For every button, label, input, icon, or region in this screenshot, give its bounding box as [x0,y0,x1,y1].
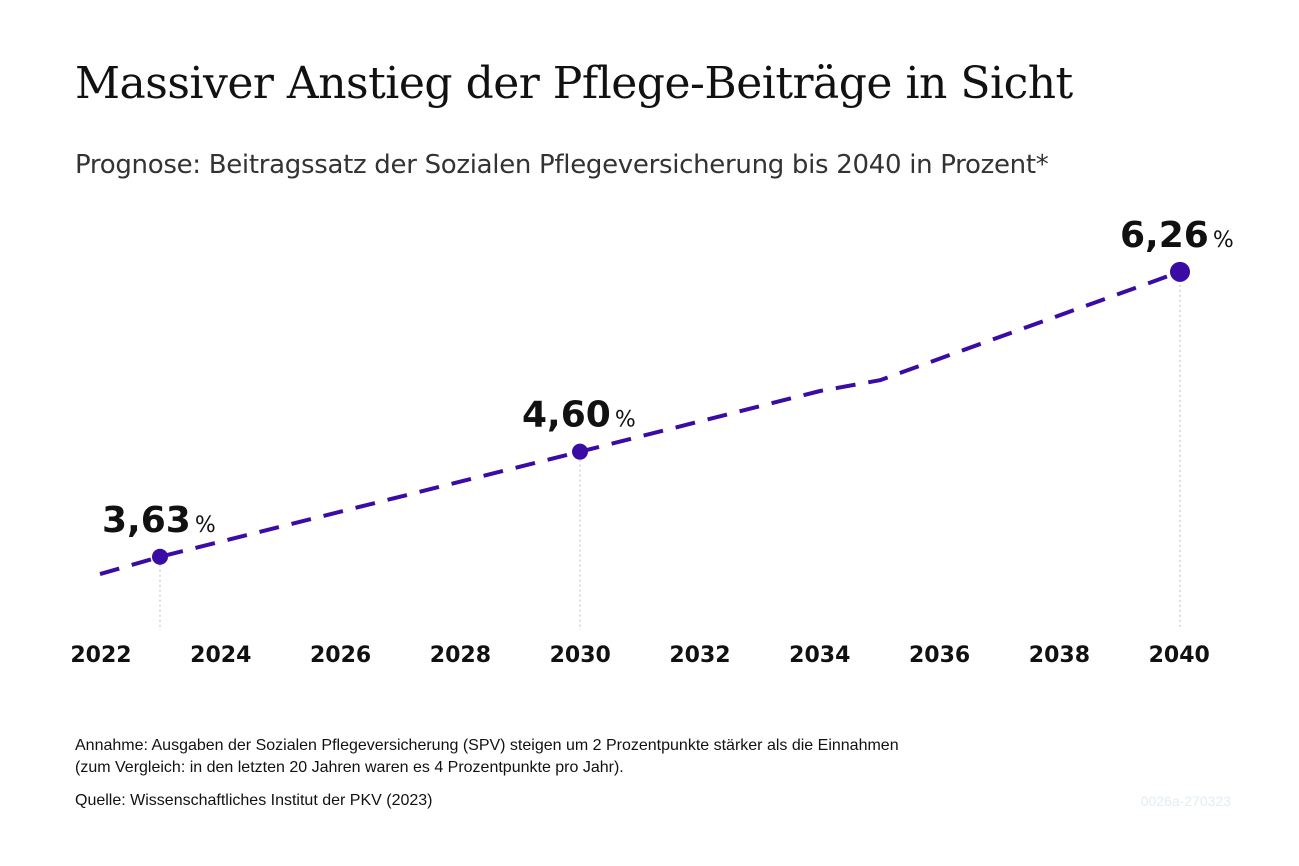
x-tick-2026: 2026 [310,643,371,668]
x-tick-2036: 2036 [909,643,970,668]
drop-lines [159,279,1181,630]
data-point-2030 [572,443,588,460]
series-line [99,269,1181,577]
data-label-value: 6,26 [1120,215,1209,256]
data-label-unit: % [1213,228,1234,253]
data-label-2040: 6,26% [1120,215,1234,256]
graphic-code: 0026a-270323 [1140,793,1231,809]
x-tick-2028: 2028 [430,643,491,668]
data-point-2040 [1170,261,1190,282]
data-point-2023 [152,548,168,565]
footnote: Annahme: Ausgaben der Sozialen Pflegever… [75,735,899,779]
footnote-line-1: Annahme: Ausgaben der Sozialen Pflegever… [75,737,899,754]
x-tick-2024: 2024 [190,643,251,668]
data-label-value: 3,63 [102,500,191,541]
data-label-unit: % [615,408,636,433]
data-label-unit: % [195,513,216,538]
x-tick-2030: 2030 [550,643,611,668]
x-axis-tick-labels: 2022 2024 2026 2028 2030 2032 2034 2036 2038 2040 [70,643,1209,668]
data-labels: 3,63 %4,60 %6,26% [102,215,1234,541]
x-tick-2040: 2040 [1149,643,1210,668]
data-label-value: 4,60 [522,395,611,436]
footnote-line-2: (zum Vergleich: in den letzten 20 Jahren… [75,759,624,776]
x-tick-2038: 2038 [1029,643,1090,668]
chart-subtitle: Prognose: Beitragssatz der Sozialen Pfle… [75,150,1049,180]
x-tick-2032: 2032 [669,643,730,668]
line-chart: 3,63 %4,60 %6,26% 2022 2024 2026 2028 2030 2032… [70,215,1234,668]
data-label-2023: 3,63% [102,500,216,541]
x-tick-2022: 2022 [70,643,131,668]
series-line-group [99,269,1181,577]
data-points [152,261,1190,565]
chart-title: Massiver Anstieg der Pflege-Beiträge in … [75,58,1073,109]
data-label-2030: 4,60% [522,395,636,436]
x-tick-2034: 2034 [789,643,850,668]
source-note: Quelle: Wissenschaftliches Institut der … [75,792,433,809]
